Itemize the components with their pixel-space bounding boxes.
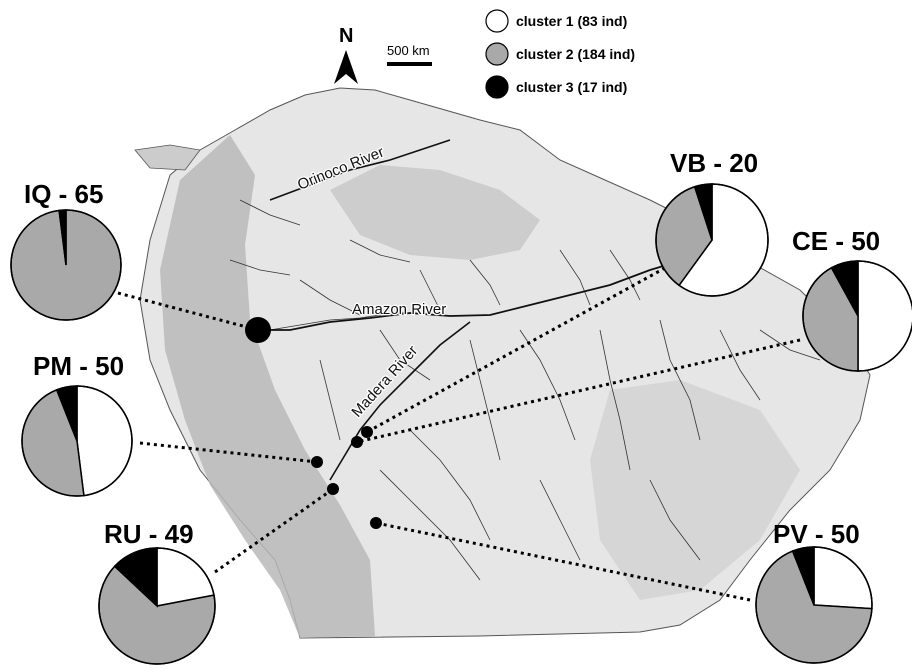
amazon-river-line <box>255 257 691 331</box>
legend-swatch-cluster-3 <box>485 75 509 99</box>
site-marker-iq <box>245 317 271 343</box>
pie-slice-pv-cluster-1 <box>813 546 873 610</box>
leader-lines <box>117 266 801 602</box>
site-marker-pm <box>311 456 323 468</box>
scale-bar-label: 500 km <box>387 43 430 58</box>
leader-line-vb <box>366 266 666 434</box>
legend-label-cluster-1: cluster 1 (83 ind) <box>516 13 627 29</box>
pie-outline-pv <box>755 546 873 664</box>
guiana-highlands <box>330 165 540 260</box>
legend-label-cluster-2: cluster 2 (184 ind) <box>516 46 635 62</box>
site-marker-ce <box>351 436 363 448</box>
leader-line-ce <box>356 338 801 444</box>
minor-rivers <box>229 199 821 581</box>
amazon-river-label: Amazon River <box>352 301 446 318</box>
leader-line-pm <box>139 441 318 464</box>
site-markers <box>245 317 382 529</box>
leader-line-ru <box>214 487 334 574</box>
north-arrow: N <box>334 25 358 84</box>
pie-chart-iq <box>10 209 122 321</box>
orinoco-river-line <box>269 139 451 201</box>
pie-chart-pm <box>21 385 133 497</box>
pie-outline-iq <box>10 209 122 321</box>
pie-slice-ce-cluster-1 <box>857 260 912 372</box>
north-arrow-label: N <box>339 25 353 47</box>
site-label-pv: PV - 50 <box>773 519 860 549</box>
site-marker-pv <box>370 517 382 529</box>
site-label-pm: PM - 50 <box>33 351 124 381</box>
pie-chart-pv <box>755 546 873 664</box>
pie-outline-ru <box>98 547 216 665</box>
leader-line-iq <box>117 291 259 332</box>
site-label-vb: VB - 20 <box>670 148 758 178</box>
brazilian-highlands <box>590 380 800 600</box>
site-label-iq: IQ - 65 <box>24 179 103 209</box>
site-marker-vb <box>361 426 373 438</box>
scale-bar-line <box>387 62 432 66</box>
pie-outline-vb <box>655 183 769 297</box>
legend: cluster 1 (83 ind) cluster 2 (184 ind) c… <box>485 9 635 99</box>
pie-slice-pm-cluster-1 <box>76 385 133 497</box>
andes-relief <box>160 135 375 638</box>
site-label-ru: RU - 49 <box>104 519 194 549</box>
pie-chart-vb <box>655 183 769 297</box>
legend-swatch-cluster-1 <box>485 9 509 33</box>
scale-bar: 500 km <box>387 43 432 66</box>
pie-chart-ce <box>802 260 912 372</box>
legend-swatch-cluster-2 <box>485 42 509 66</box>
site-label-ce: CE - 50 <box>792 226 880 256</box>
caribbean-coast-isthmus <box>134 144 201 171</box>
leader-line-pv <box>375 521 751 602</box>
pie-chart-ru <box>98 547 216 665</box>
pie-outline-pm <box>21 385 133 497</box>
legend-label-cluster-3: cluster 3 (17 ind) <box>516 79 627 95</box>
north-arrow-icon <box>334 50 358 84</box>
madera-river-line <box>329 321 471 481</box>
site-marker-ru <box>327 483 339 495</box>
pie-outline-ce <box>802 260 912 372</box>
